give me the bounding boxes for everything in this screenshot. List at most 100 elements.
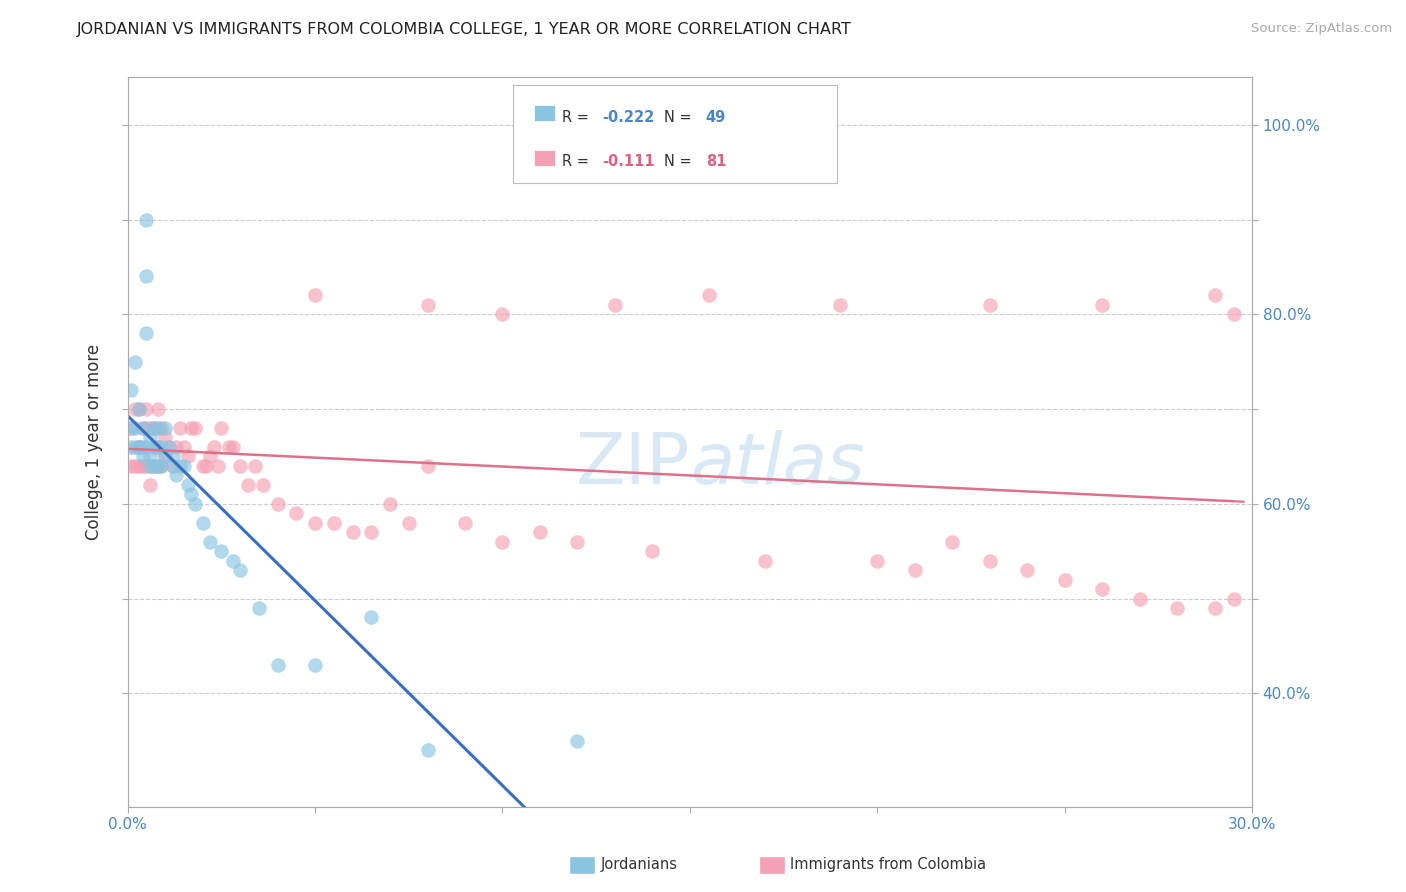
Point	[150, 440, 173, 454]
Point	[195, 458, 218, 473]
Point	[1222, 307, 1244, 321]
Point	[229, 458, 252, 473]
Point	[304, 288, 326, 302]
Point	[139, 458, 162, 473]
Point	[454, 516, 477, 530]
Point	[221, 440, 243, 454]
Point	[150, 421, 173, 435]
Point	[979, 298, 1001, 312]
Point	[173, 458, 195, 473]
Point	[266, 657, 288, 672]
Point	[416, 298, 439, 312]
Point	[247, 601, 270, 615]
Point	[979, 554, 1001, 568]
Point	[128, 440, 150, 454]
Text: ZIP: ZIP	[575, 430, 690, 499]
Point	[1091, 582, 1114, 596]
Point	[150, 458, 173, 473]
Text: R =: R =	[562, 110, 593, 125]
Point	[128, 440, 150, 454]
Point	[120, 421, 142, 435]
Point	[416, 743, 439, 757]
Point	[360, 525, 382, 540]
Point	[180, 421, 202, 435]
Point	[304, 657, 326, 672]
Point	[131, 458, 153, 473]
Point	[1166, 601, 1188, 615]
Point	[1129, 591, 1152, 606]
Point	[207, 458, 229, 473]
Point	[1017, 563, 1039, 577]
Point	[135, 269, 157, 284]
Text: Source: ZipAtlas.com: Source: ZipAtlas.com	[1251, 22, 1392, 36]
Point	[146, 440, 169, 454]
Point	[176, 478, 198, 492]
Point	[941, 534, 963, 549]
Point	[135, 440, 157, 454]
Point	[124, 354, 146, 368]
Point	[139, 478, 162, 492]
Point	[146, 440, 169, 454]
Point	[754, 554, 776, 568]
Point	[162, 458, 184, 473]
Point	[567, 733, 589, 747]
Point	[128, 458, 150, 473]
Text: atlas: atlas	[690, 430, 865, 499]
Point	[198, 450, 221, 464]
Point	[128, 402, 150, 417]
Point	[120, 383, 142, 397]
Point	[142, 421, 165, 435]
Point	[491, 307, 513, 321]
Point	[142, 440, 165, 454]
Point	[165, 468, 187, 483]
Text: Immigrants from Colombia: Immigrants from Colombia	[790, 857, 986, 872]
Point	[342, 525, 364, 540]
Point	[135, 421, 157, 435]
Point	[153, 430, 176, 444]
Point	[191, 458, 214, 473]
Point	[398, 516, 420, 530]
Point	[153, 450, 176, 464]
Point	[146, 458, 169, 473]
Point	[904, 563, 927, 577]
Point	[165, 440, 187, 454]
Point	[124, 458, 146, 473]
Text: Jordanians: Jordanians	[600, 857, 678, 872]
Point	[124, 440, 146, 454]
Point	[157, 440, 180, 454]
Text: R =: R =	[562, 154, 593, 169]
Point	[169, 421, 191, 435]
Point	[139, 450, 162, 464]
Point	[641, 544, 664, 558]
Point	[135, 326, 157, 341]
Point	[176, 450, 198, 464]
Point	[131, 421, 153, 435]
Point	[416, 458, 439, 473]
Point	[128, 402, 150, 417]
Point	[866, 554, 889, 568]
Point	[128, 440, 150, 454]
Text: N =: N =	[664, 154, 696, 169]
Point	[157, 440, 180, 454]
Point	[173, 440, 195, 454]
Text: N =: N =	[664, 110, 696, 125]
Point	[229, 563, 252, 577]
Point	[1222, 591, 1244, 606]
Point	[162, 458, 184, 473]
Text: 81: 81	[706, 154, 727, 169]
Y-axis label: College, 1 year or more: College, 1 year or more	[86, 344, 103, 541]
Point	[135, 402, 157, 417]
Point	[1053, 573, 1076, 587]
Point	[142, 458, 165, 473]
Point	[828, 298, 851, 312]
Point	[135, 212, 157, 227]
Point	[139, 421, 162, 435]
Point	[135, 458, 157, 473]
Point	[191, 516, 214, 530]
Point	[603, 298, 626, 312]
Point	[243, 458, 266, 473]
Text: -0.222: -0.222	[602, 110, 654, 125]
Point	[142, 421, 165, 435]
Point	[184, 497, 207, 511]
Point	[131, 440, 153, 454]
